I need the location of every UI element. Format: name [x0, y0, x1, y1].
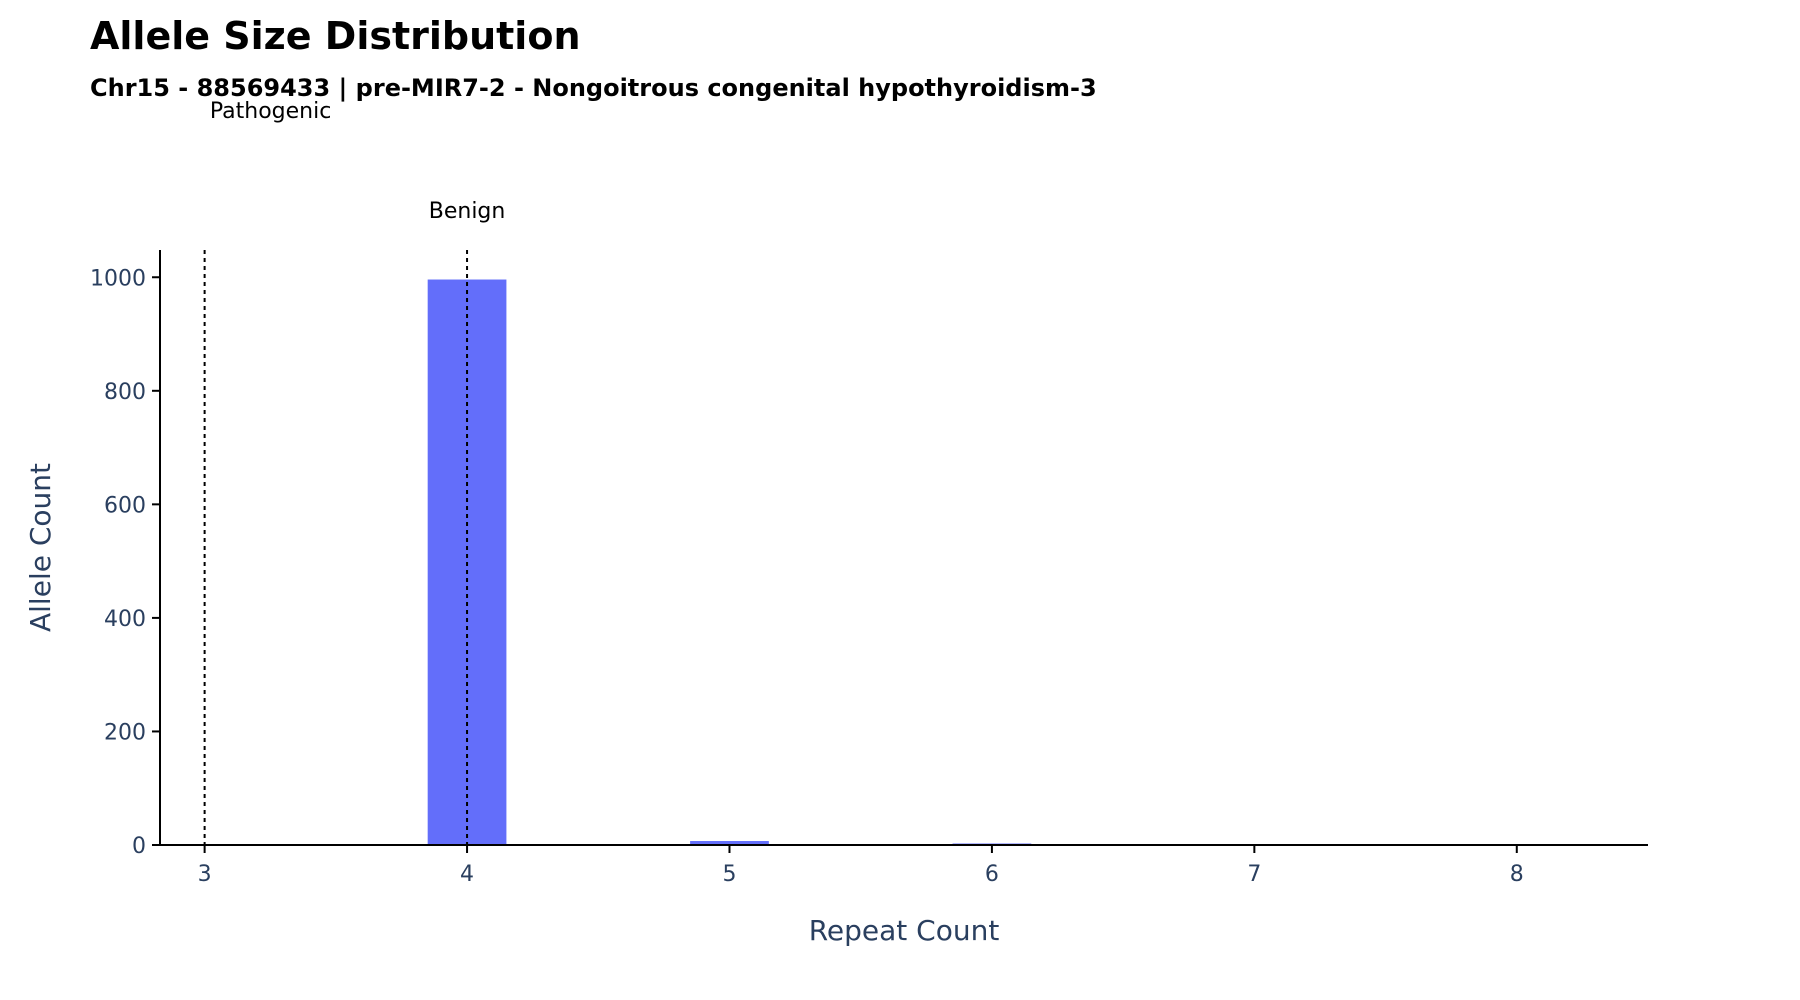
x-tick-label: 3 — [198, 862, 212, 887]
y-tick-label: 200 — [104, 720, 146, 745]
x-tick-label: 6 — [985, 862, 999, 887]
bars-layer — [427, 279, 1032, 845]
y-tick-label: 800 — [104, 380, 146, 405]
y-tick-label: 0 — [132, 834, 146, 859]
x-tick-label: 8 — [1510, 862, 1524, 887]
reference-label-pathogenic: Pathogenic — [210, 99, 331, 124]
reference-lines-layer: Pathogenic Benign — [203, 99, 506, 845]
chart-subtitle: Chr15 - 88569433 | pre-MIR7-2 - Nongoitr… — [90, 74, 1097, 102]
y-axis-title: Allele Count — [24, 463, 57, 632]
x-tick-label: 5 — [722, 862, 736, 887]
y-tick-label: 400 — [104, 607, 146, 632]
x-tick-label: 4 — [460, 862, 474, 887]
chart-title: Allele Size Distribution — [90, 14, 581, 58]
bar-repeat-5[interactable] — [690, 841, 769, 845]
axes-layer: 0 200 400 600 800 1000 3 4 5 6 7 8 — [90, 250, 1648, 887]
x-axis-title: Repeat Count — [809, 914, 1000, 947]
reference-label-benign: Benign — [429, 199, 506, 224]
x-tick-label: 7 — [1247, 862, 1261, 887]
y-tick-label: 600 — [104, 493, 146, 518]
y-tick-label: 1000 — [90, 266, 146, 291]
